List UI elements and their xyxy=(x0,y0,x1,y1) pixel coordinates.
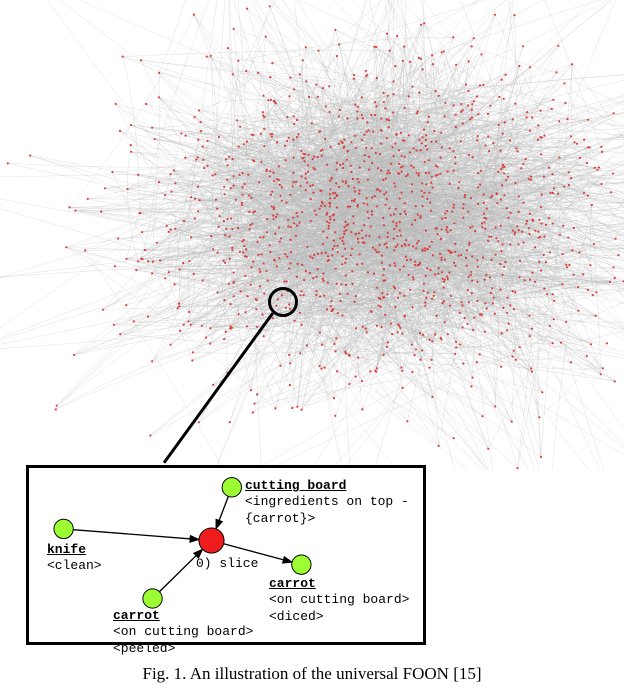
node-label-carrot_in: carrot<on cutting board><peeled> xyxy=(113,608,253,657)
figure-container: knife<clean> cutting board<ingredients on… xyxy=(0,0,624,690)
node-label-cutting_board_in: cutting board<ingredients on top - {carr… xyxy=(245,478,423,527)
figure-caption: Fig. 1. An illustration of the universal… xyxy=(0,664,624,684)
node-label-carrot_out: carrot<on cutting board><diced> xyxy=(269,576,409,625)
inset-diagram: knife<clean> cutting board<ingredients on… xyxy=(26,465,426,645)
node-label-knife: knife<clean> xyxy=(47,542,102,575)
center-node-label: 0) slice xyxy=(196,556,258,571)
network-graph xyxy=(0,0,624,470)
